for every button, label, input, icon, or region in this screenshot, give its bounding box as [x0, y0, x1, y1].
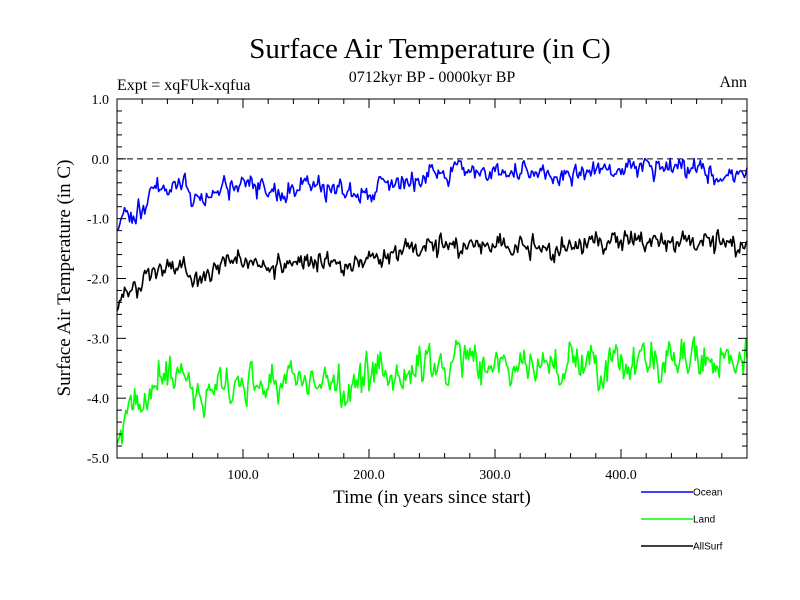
x-axis-label: Time (in years since start): [333, 487, 531, 508]
y-axis-label: Surface Air Temperature (in C): [54, 160, 75, 397]
y-tick-label: -5.0: [87, 452, 109, 467]
axis-ticks: 100.0 200.0 300.0 400.0 1.0 0.0 -1.0 -2.0 -3.0 -4…: [87, 93, 748, 483]
y-tick-label: 0.0: [92, 153, 110, 168]
x-tick-label: 300.0: [479, 468, 511, 483]
series-line-ocean: [116, 157, 748, 231]
y-tick-label: -3.0: [87, 332, 109, 347]
legend-label-ocean: Ocean: [693, 488, 722, 499]
season-label: Ann: [719, 74, 747, 91]
chart-title: Surface Air Temperature (in C): [249, 33, 610, 65]
x-tick-label: 200.0: [353, 468, 385, 483]
chart-subtitle: 0712kyr BP - 0000kyr BP: [349, 69, 516, 86]
y-tick-label: -1.0: [87, 213, 109, 228]
y-tick-label: -4.0: [87, 392, 109, 407]
y-tick-label: -2.0: [87, 273, 109, 288]
legend-label-allsurf: AllSurf: [693, 542, 723, 553]
y-tick-label: 1.0: [92, 93, 110, 108]
x-tick-label: 400.0: [605, 468, 637, 483]
series-group: [116, 157, 748, 445]
series-line-allsurf: [116, 229, 748, 312]
x-tick-label: 100.0: [227, 468, 259, 483]
series-line-land: [116, 336, 748, 445]
expt-label: Expt = xqFUk-xqfua: [117, 77, 250, 94]
legend-label-land: Land: [693, 515, 715, 526]
legend: Ocean Land AllSurf: [641, 488, 723, 553]
